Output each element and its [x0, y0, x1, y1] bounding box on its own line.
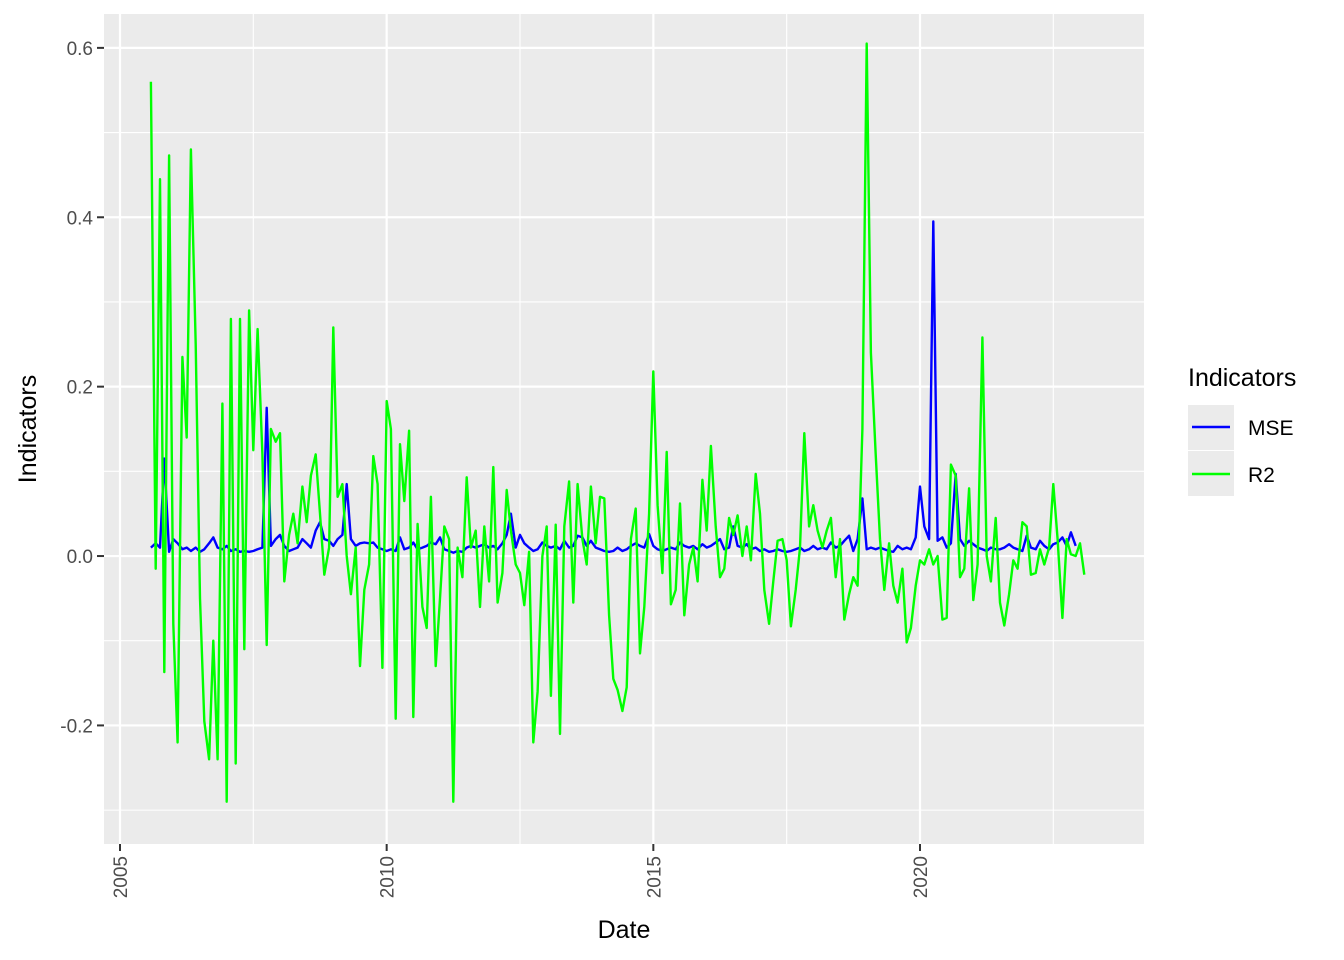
series-line-r2 — [149, 42, 1086, 803]
legend-title: Indicators — [1188, 364, 1296, 392]
x-tick-label: 2005 — [111, 856, 132, 898]
y-axis: -0.2 0.0 0.2 0.4 0.6 — [60, 39, 104, 737]
legend: Indicators MSE R2 — [1188, 364, 1296, 496]
y-tick-label: 0.2 — [67, 378, 93, 399]
legend-label-mse: MSE — [1248, 417, 1294, 440]
x-axis-title: Date — [598, 916, 651, 944]
x-axis: 2005 2010 2015 2020 — [111, 844, 932, 898]
y-axis-title: Indicators — [14, 375, 42, 483]
legend-label-r2: R2 — [1248, 464, 1275, 487]
y-tick-label: 0.6 — [67, 39, 93, 60]
plot-panel — [104, 14, 1144, 844]
y-tick-label: -0.2 — [60, 716, 93, 737]
major-gridlines — [104, 14, 1144, 844]
series-layer — [149, 42, 1086, 803]
minor-gridlines — [104, 14, 1144, 844]
y-tick-label: 0.0 — [67, 547, 93, 568]
x-tick-label: 2010 — [378, 856, 399, 898]
y-tick-label: 0.4 — [67, 208, 94, 229]
series-line-mse — [150, 220, 1077, 554]
x-tick-label: 2020 — [911, 856, 932, 898]
x-tick-label: 2015 — [644, 856, 665, 898]
